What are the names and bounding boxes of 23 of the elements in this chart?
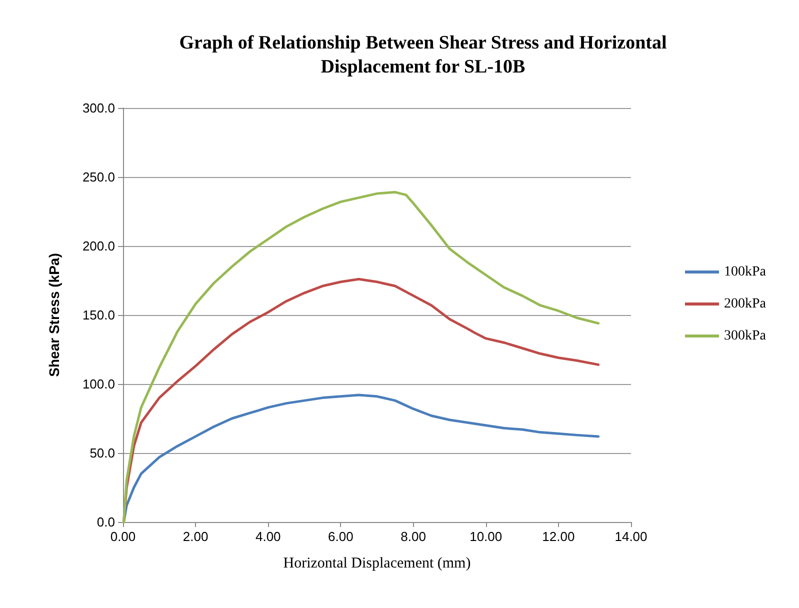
y-tick-label: 300.0 bbox=[82, 100, 115, 116]
x-tick-label: 4.00 bbox=[255, 529, 281, 544]
y-tick-label: 100.0 bbox=[82, 376, 115, 392]
x-tick-label: 12.00 bbox=[542, 529, 575, 544]
legend-label: 100kPa bbox=[724, 264, 767, 280]
x-tick-label: 8.00 bbox=[400, 529, 426, 544]
legend-label: 300kPa bbox=[724, 328, 767, 344]
y-tick-label: 50.0 bbox=[90, 446, 115, 460]
y-tick-label: 0.0 bbox=[96, 514, 115, 530]
x-axis-title: Horizontal Displacement (mm) bbox=[283, 556, 471, 572]
x-tick-label: 2.00 bbox=[182, 529, 208, 544]
chart-title: Graph of Relationship Between Shear Stress and Horizontal Displacement for SL-10B bbox=[179, 32, 667, 78]
x-tick-label: 0.00 bbox=[110, 529, 136, 544]
x-tick-label: 14.00 bbox=[614, 529, 648, 544]
y-tick-label: 200.0 bbox=[82, 238, 115, 254]
y-tick-label: 250.0 bbox=[82, 170, 115, 184]
line-series bbox=[122, 190, 600, 524]
x-tick-label: 10.00 bbox=[470, 529, 502, 544]
x-tick-label: 6.00 bbox=[328, 529, 354, 544]
y-axis-title: Shear Stress (kPa) bbox=[46, 253, 62, 377]
y-tick-label: 150.0 bbox=[82, 308, 115, 322]
line-series bbox=[122, 394, 600, 524]
legend-label: 200kPa bbox=[724, 296, 767, 312]
